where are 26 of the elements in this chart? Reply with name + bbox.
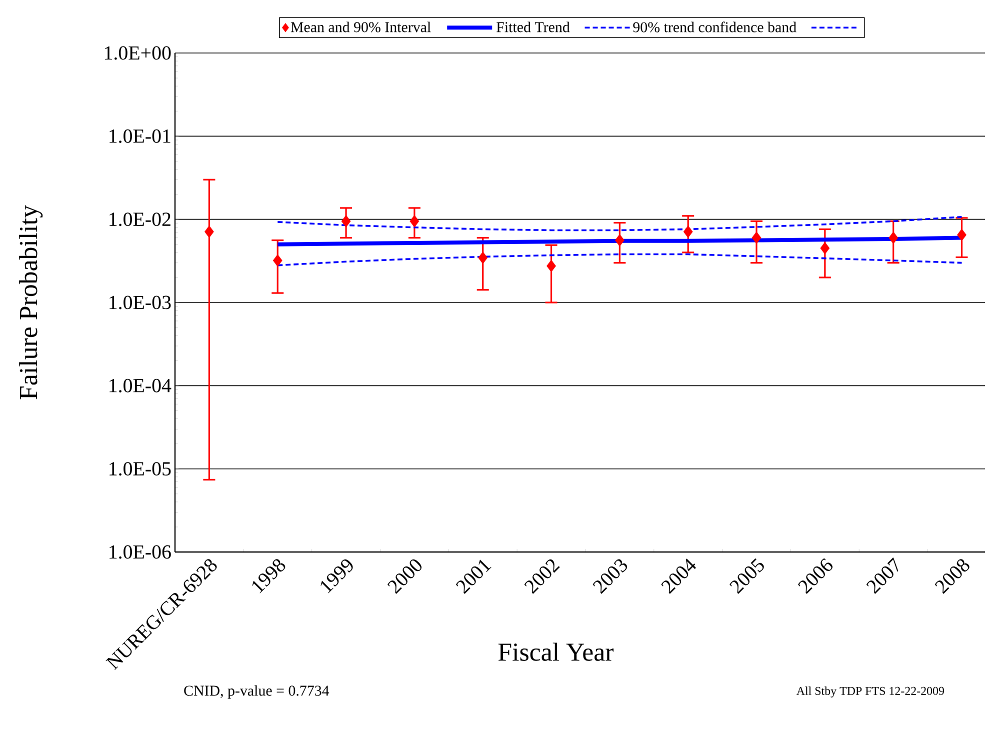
point — [957, 228, 966, 242]
y-axis-title: Failure Probability — [19, 205, 43, 400]
point — [546, 260, 556, 272]
y-tick-label: 1.0E-04 — [110, 378, 172, 392]
y-tick-label: 1.0E+00 — [104, 46, 171, 60]
y-tick-label: 1.0E-01 — [110, 129, 170, 143]
point — [410, 214, 420, 228]
text: CNID, p-value = 0.7734 — [184, 685, 330, 699]
point — [272, 254, 282, 267]
legend-label: Mean and 90% Interval — [290, 22, 431, 32]
y-tick-label: 1.0E-06 — [110, 545, 171, 559]
point — [752, 232, 762, 244]
y-tick-label: 1.0E-03 — [110, 296, 171, 310]
point — [888, 232, 898, 244]
point — [820, 242, 830, 254]
legend-label: 90% trend confidence band — [633, 22, 796, 32]
point — [478, 252, 488, 264]
point — [204, 226, 214, 238]
y-tick-label: 1.0E-02 — [110, 212, 170, 226]
text: All Stby TDP FTS 12-22-2009 — [796, 686, 944, 698]
y-tick-label: 1.0E-05 — [110, 462, 171, 476]
point — [683, 226, 693, 238]
x-axis-title: Fiscal Year — [498, 642, 614, 661]
point — [614, 234, 624, 246]
legend-label: Fitted Trend — [496, 22, 570, 32]
point — [341, 214, 351, 228]
